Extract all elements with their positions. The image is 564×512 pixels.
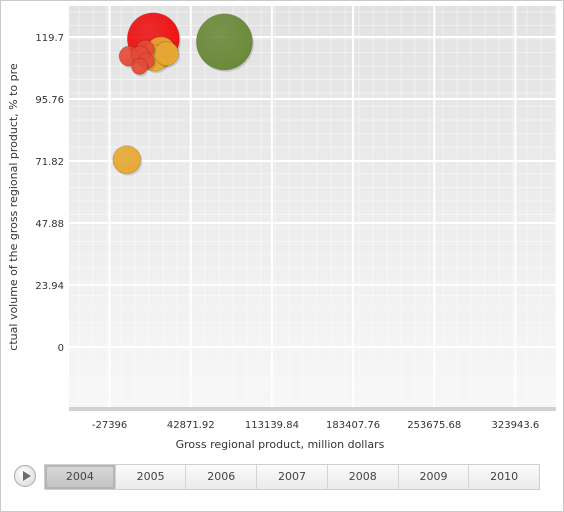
y-tick-label: 119.7 bbox=[35, 33, 64, 44]
bubble-point[interactable] bbox=[130, 58, 148, 76]
y-tick-label: 71.82 bbox=[35, 157, 64, 168]
y-tick-label: 0 bbox=[58, 343, 64, 354]
year-tab-2005[interactable]: 2005 bbox=[114, 465, 186, 489]
play-button[interactable] bbox=[14, 465, 36, 487]
bubble-point[interactable] bbox=[154, 41, 180, 67]
bubble-point[interactable] bbox=[195, 13, 253, 71]
x-tick-label: 42871.92 bbox=[167, 420, 215, 431]
y-tick-labels: 0 23.94 47.88 71.82 95.76 119.7 bbox=[35, 33, 64, 354]
x-tick-label: 183407.76 bbox=[326, 420, 380, 431]
y-tick-label: 47.88 bbox=[35, 219, 64, 230]
y-tick-label: 23.94 bbox=[35, 281, 64, 292]
x-tick-label: -27396 bbox=[92, 420, 127, 431]
major-grid bbox=[69, 6, 556, 409]
timeline-player: 2004 2005 2006 2007 2008 2009 2010 bbox=[10, 463, 550, 491]
year-tab-2009[interactable]: 2009 bbox=[397, 465, 469, 489]
x-tick-label: 253675.68 bbox=[407, 420, 461, 431]
x-axis-title: Gross regional product, million dollars bbox=[176, 438, 385, 451]
x-tick-labels: -27396 42871.92 113139.84 183407.76 253675.6… bbox=[92, 420, 539, 431]
play-icon bbox=[23, 471, 31, 481]
year-tab-2007[interactable]: 2007 bbox=[256, 465, 327, 489]
y-tick-label: 95.76 bbox=[35, 95, 64, 106]
year-tab-2004[interactable]: 2004 bbox=[45, 465, 115, 489]
year-tab-2010[interactable]: 2010 bbox=[468, 465, 539, 489]
x-tick-label: 323943.6 bbox=[492, 420, 540, 431]
year-tab-2008[interactable]: 2008 bbox=[326, 465, 398, 489]
bubble-point[interactable] bbox=[112, 145, 142, 175]
bubbles bbox=[112, 12, 254, 176]
x-axis-line bbox=[69, 407, 556, 411]
year-timeline: 2004 2005 2006 2007 2008 2009 2010 bbox=[44, 464, 540, 490]
y-axis-title: ctual volume of the gross regional produ… bbox=[7, 63, 20, 351]
x-tick-label: 113139.84 bbox=[245, 420, 299, 431]
plot-area bbox=[69, 6, 556, 409]
year-tab-2006[interactable]: 2006 bbox=[185, 465, 256, 489]
